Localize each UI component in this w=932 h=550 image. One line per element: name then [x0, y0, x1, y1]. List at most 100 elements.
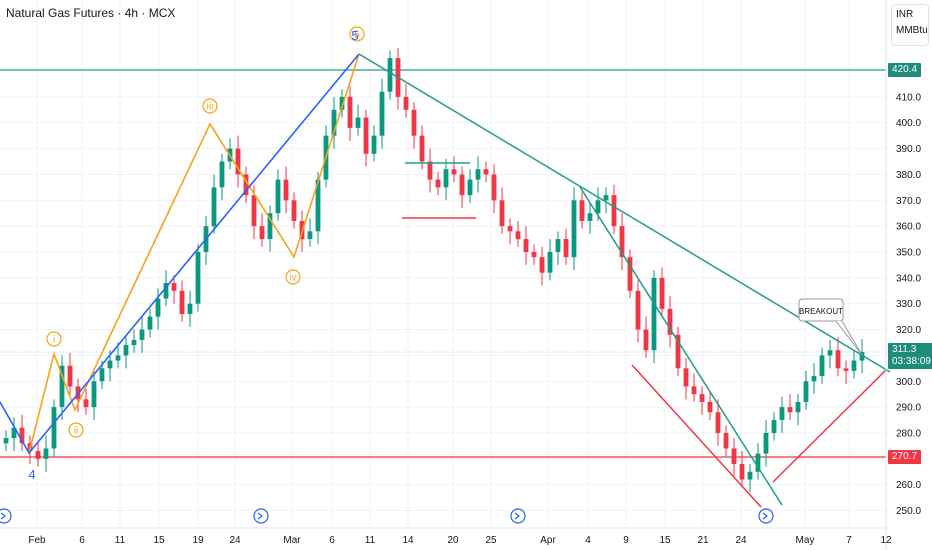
- y-axis: 250.0260.0270.0280.0290.0300.0310.0320.0…: [885, 0, 921, 550]
- candles: [3, 47, 865, 493]
- x-tick-label: 9: [623, 535, 629, 546]
- event-arrow: [762, 512, 768, 520]
- candle: [827, 350, 833, 356]
- candle: [787, 407, 793, 413]
- candle: [131, 339, 137, 346]
- candle: [35, 451, 41, 459]
- rising-support-line: [772, 369, 887, 483]
- candle: [235, 148, 241, 175]
- wave-4-label: 4: [28, 467, 35, 482]
- descending-resistance-line: [358, 53, 891, 373]
- candle: [539, 257, 545, 273]
- candle: [779, 407, 785, 421]
- x-tick-label: 15: [153, 535, 165, 546]
- event-arrow: [0, 512, 6, 520]
- y-tick-label: 290.0: [896, 403, 921, 414]
- candle: [291, 200, 297, 221]
- y-tick-label: 400.0: [896, 118, 921, 129]
- x-tick-label: 7: [846, 535, 852, 546]
- candle: [755, 453, 761, 472]
- y-tick-label: 390.0: [896, 144, 921, 155]
- candle: [251, 195, 257, 227]
- calendar-event-icon[interactable]: [758, 508, 774, 524]
- y-tick-label: 300.0: [896, 377, 921, 388]
- candle: [427, 161, 433, 180]
- x-tick-label: 20: [447, 535, 459, 546]
- candle: [555, 239, 561, 252]
- candle: [627, 257, 633, 291]
- x-tick-label: Apr: [540, 535, 556, 546]
- candle: [451, 169, 457, 175]
- x-tick-label: 6: [79, 535, 85, 546]
- wave-label: iii: [207, 102, 214, 113]
- y-tick-label: 370.0: [896, 196, 921, 207]
- candle: [683, 368, 689, 387]
- currency-label: INR: [896, 9, 914, 20]
- breakout-callout: [798, 298, 844, 322]
- wave-label: i: [53, 335, 55, 346]
- y-tick-label: 350.0: [896, 247, 921, 258]
- candle: [403, 96, 409, 110]
- candle: [43, 448, 49, 459]
- candle: [595, 200, 601, 214]
- candle: [811, 376, 817, 382]
- candle: [859, 352, 865, 361]
- candle: [579, 200, 585, 221]
- candle: [107, 360, 113, 369]
- candle: [195, 251, 201, 304]
- unit-label: MMBtu: [896, 25, 928, 36]
- candle: [547, 251, 553, 273]
- candle: [371, 135, 377, 154]
- event-circle: [510, 508, 526, 524]
- wave-label: 5: [354, 30, 360, 41]
- currency-unit-selector[interactable]: INR MMBtu: [891, 4, 929, 46]
- candle: [83, 399, 89, 408]
- candle: [419, 135, 425, 162]
- x-tick-label: 4: [585, 535, 591, 546]
- horizontal-levels: [0, 69, 886, 458]
- candle: [531, 251, 537, 258]
- candle: [483, 169, 489, 175]
- candle: [739, 463, 745, 480]
- candle: [51, 407, 57, 449]
- wedge-upper-line: [579, 186, 783, 506]
- candle: [411, 109, 417, 136]
- calendar-event-icon[interactable]: [0, 508, 12, 524]
- y-tick-label: 380.0: [896, 170, 921, 181]
- candle: [515, 231, 521, 240]
- x-tick-label: 24: [229, 535, 241, 546]
- candle: [587, 213, 593, 221]
- candle: [187, 303, 193, 315]
- calendar-event-icon[interactable]: [253, 508, 269, 524]
- candle: [379, 91, 385, 136]
- resistance-price-badge: 420.4: [888, 63, 922, 77]
- candle: [155, 298, 161, 317]
- event-circle: [758, 508, 774, 524]
- candle: [355, 117, 361, 128]
- candle: [363, 117, 369, 154]
- candle: [171, 283, 177, 291]
- calendar-event-icon[interactable]: [510, 508, 526, 524]
- candle: [3, 438, 9, 444]
- candle: [307, 231, 313, 240]
- x-tick-label: Mar: [283, 535, 301, 546]
- candle: [691, 386, 697, 395]
- candle: [243, 174, 249, 196]
- candle: [67, 365, 73, 387]
- candle: [659, 277, 665, 309]
- candle: [331, 109, 337, 136]
- blue-wave-line: [0, 53, 360, 455]
- candle: [851, 360, 857, 371]
- y-tick-label: 260.0: [896, 480, 921, 491]
- x-axis: Feb 6 11 15 19 24 Mar 6 11 14 20 25 Apr 4 9 15 21 24 May 7 1…: [0, 527, 892, 546]
- candle: [611, 195, 617, 227]
- candle: [211, 187, 217, 227]
- x-tick-label: 11: [365, 535, 376, 546]
- candle: [19, 427, 25, 444]
- bar-countdown: 03:38:09: [892, 356, 931, 367]
- candle: [339, 96, 345, 110]
- y-tick-label: 280.0: [896, 428, 921, 439]
- candle: [507, 226, 513, 232]
- candle: [675, 334, 681, 369]
